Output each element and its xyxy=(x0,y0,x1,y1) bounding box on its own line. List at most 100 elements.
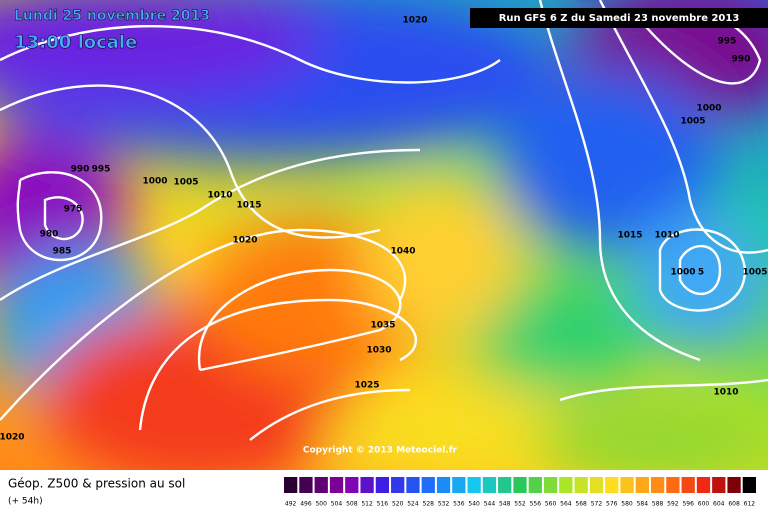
run-banner xyxy=(470,8,768,28)
isobar-label: 1005 xyxy=(173,178,198,188)
isobar-label: 1030 xyxy=(366,346,391,356)
isobar-label: 1025 xyxy=(354,381,379,391)
isobar-label: 1035 xyxy=(370,321,395,331)
colorbar-swatch xyxy=(436,477,451,493)
colorbar-swatch xyxy=(589,477,604,493)
colorbar-swatch xyxy=(605,477,619,493)
map-field xyxy=(0,0,768,490)
colorbar-swatch xyxy=(498,477,512,493)
colorbar-swatch xyxy=(528,477,542,493)
colorbar-swatch xyxy=(391,477,405,493)
isobar-label: 995 xyxy=(92,165,111,175)
colorbar-label: 564 xyxy=(560,501,572,508)
colorbar-label: 536 xyxy=(453,501,465,508)
colorbar-label: 508 xyxy=(346,501,358,508)
colorbar-label: 572 xyxy=(591,501,603,508)
colorbar-swatch xyxy=(620,477,634,493)
isobar-label: 1010 xyxy=(207,191,232,201)
time-title: 13:00 locale xyxy=(14,32,137,53)
colorbar-swatch xyxy=(452,477,466,493)
forecast-hour: (+ 54h) xyxy=(8,497,43,507)
colorbar-label: 548 xyxy=(499,501,511,508)
colorbar-label: 544 xyxy=(484,501,496,508)
colorbar-label: 520 xyxy=(392,501,404,508)
colorbar-swatch xyxy=(712,477,726,493)
colorbar-swatch xyxy=(666,477,680,493)
colorbar-label: 524 xyxy=(407,501,419,508)
colorbar-label: 496 xyxy=(300,501,312,508)
isobar-label: 1000 xyxy=(670,268,695,278)
colorbar-swatch xyxy=(650,477,665,493)
colorbar-swatch xyxy=(543,477,558,493)
colorbar-swatch xyxy=(696,477,711,493)
colorbar-swatch xyxy=(360,477,374,493)
colorbar-label: 584 xyxy=(637,501,649,508)
colorbar-label: 604 xyxy=(713,501,725,508)
colorbar-label: 556 xyxy=(530,501,542,508)
isobar-label: 1005 xyxy=(680,117,705,127)
colorbar-swatch xyxy=(284,477,298,493)
colorbar-label: 492 xyxy=(285,501,297,508)
colorbar-label: 500 xyxy=(315,501,327,508)
colorbar-label: 580 xyxy=(621,501,633,508)
colorbar-swatch xyxy=(375,477,390,493)
colorbar-label: 612 xyxy=(744,501,756,508)
colorbar-label: 576 xyxy=(606,501,618,508)
colorbar-label: 540 xyxy=(468,501,480,508)
legend-title: Géop. Z500 & pression au sol xyxy=(8,477,185,491)
isobar-label: 1020 xyxy=(232,236,257,246)
colorbar-swatch xyxy=(345,477,359,493)
isobar-label: 985 xyxy=(53,247,72,257)
colorbar-swatch xyxy=(574,477,588,493)
colorbar-label: 588 xyxy=(652,501,664,508)
colorbar-swatch xyxy=(635,477,649,493)
colorbar-label: 532 xyxy=(438,501,450,508)
isobar-label: 1015 xyxy=(617,231,642,241)
colorbar-swatch xyxy=(513,477,527,493)
colorbar-swatch xyxy=(559,477,573,493)
colorbar-swatch xyxy=(421,477,435,493)
colorbar-swatch xyxy=(742,477,756,493)
isobar-label: 5 xyxy=(698,268,704,278)
colorbar-label: 516 xyxy=(377,501,389,508)
isobar-label: 1000 xyxy=(696,104,721,114)
colorbar-swatch xyxy=(467,477,481,493)
colorbar-swatch xyxy=(329,477,344,493)
isobar-label: 975 xyxy=(64,205,83,215)
isobar-label: 1020 xyxy=(402,16,427,26)
isobar-label: 995 xyxy=(718,37,737,47)
isobar-label: 990 xyxy=(732,55,751,65)
isobar-label: 1010 xyxy=(713,388,738,398)
colorbar-label: 552 xyxy=(514,501,526,508)
isobar-label: 1005 xyxy=(742,268,767,278)
colorbar-label: 568 xyxy=(575,501,587,508)
copyright: Copyright © 2013 Meteociel.fr xyxy=(303,446,458,456)
colorbar-label: 560 xyxy=(545,501,557,508)
isobar-label: 1015 xyxy=(236,201,261,211)
colorbar-label: 600 xyxy=(698,501,710,508)
colorbar-label: 528 xyxy=(423,501,435,508)
isobars xyxy=(0,0,768,440)
colorbar-label: 608 xyxy=(728,501,740,508)
colorbar-swatch xyxy=(299,477,313,493)
colorbar-swatch xyxy=(406,477,420,493)
date-title: Lundi 25 novembre 2013 xyxy=(14,8,210,24)
colorbar: 492 496 500 504 508 512 516 520 524 528 532 536 540 5… xyxy=(284,477,756,508)
isobar-label: 1000 xyxy=(142,177,167,187)
colorbar-swatch xyxy=(681,477,695,493)
isobar-label: 1020 xyxy=(0,433,25,443)
colorbar-label: 592 xyxy=(667,501,679,508)
isobar-label: 990 xyxy=(71,165,90,175)
run-info: Run GFS 6 Z du Samedi 23 novembre 2013 xyxy=(499,13,740,24)
isobar-label: 1010 xyxy=(654,231,679,241)
colorbar-label: 596 xyxy=(682,501,694,508)
colorbar-label: 504 xyxy=(331,501,343,508)
colorbar-swatch xyxy=(314,477,328,493)
isobar-label: 980 xyxy=(40,230,59,240)
colorbar-swatch xyxy=(727,477,741,493)
isobar-label: 1040 xyxy=(390,247,415,257)
colorbar-swatch xyxy=(482,477,497,493)
colorbar-label: 512 xyxy=(361,501,373,508)
